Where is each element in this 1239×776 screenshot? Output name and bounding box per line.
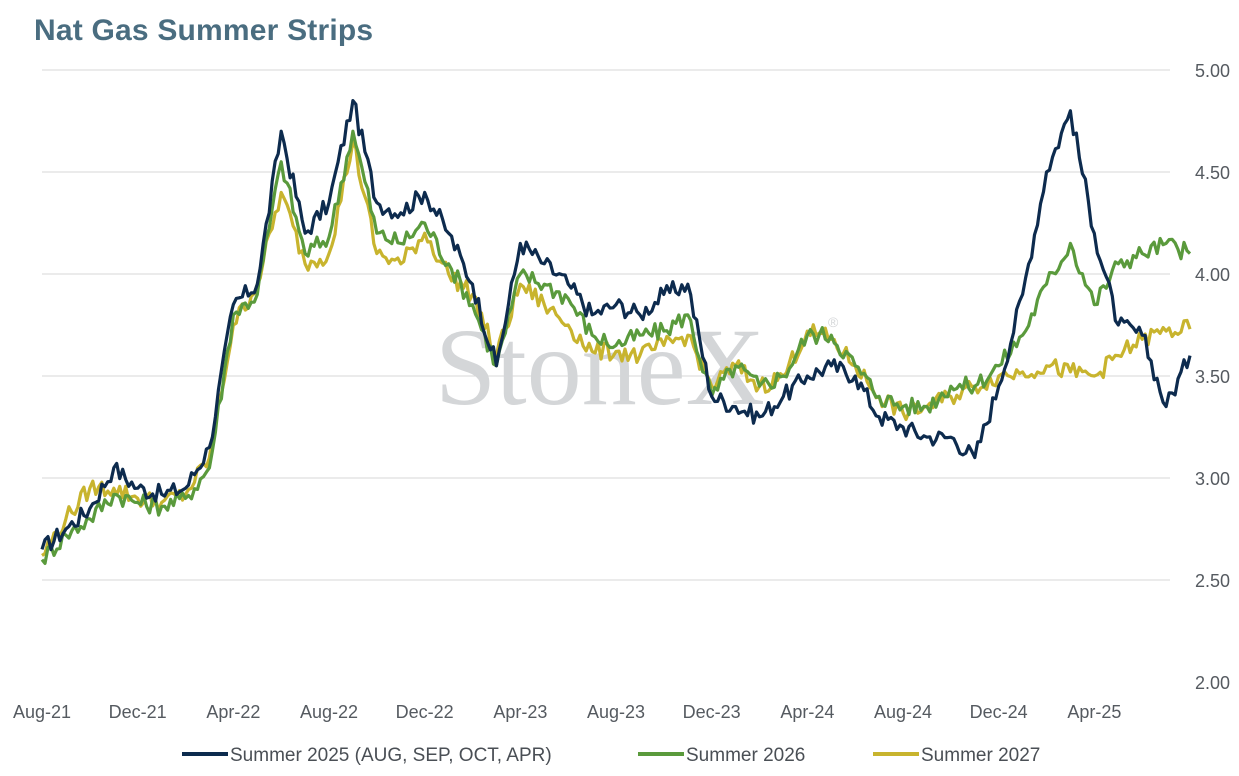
x-tick-label: Aug-23 — [587, 702, 645, 722]
x-tick-label: Dec-22 — [396, 702, 454, 722]
legend: Summer 2025 (AUG, SEP, OCT, APR) Summer 2… — [182, 745, 1040, 766]
x-axis-ticks: Aug-21 Dec-21 Apr-22 Aug-22 Dec-22 Apr-23 Aug-… — [13, 702, 1121, 722]
y-tick-label: 2.50 — [1195, 571, 1230, 591]
series-line-0 — [40, 99, 1192, 552]
x-tick-label: Dec-24 — [970, 702, 1028, 722]
x-tick-label: Apr-25 — [1067, 702, 1121, 722]
legend-label: Summer 2027 — [921, 745, 1040, 766]
series-lines — [40, 99, 1192, 565]
watermark-text: StoneX — [435, 306, 765, 428]
x-tick-label: Aug-22 — [300, 702, 358, 722]
legend-label: Summer 2025 (AUG, SEP, OCT, APR) — [230, 745, 552, 766]
legend-label: Summer 2026 — [686, 745, 805, 766]
x-tick-label: Aug-21 — [13, 702, 71, 722]
series-line-1 — [40, 129, 1192, 565]
chart-title: Nat Gas Summer Strips — [34, 14, 374, 47]
y-tick-label: 2.00 — [1195, 673, 1230, 693]
x-tick-label: Apr-23 — [493, 702, 547, 722]
watermark: StoneX ® — [435, 306, 839, 428]
y-tick-label: 5.00 — [1195, 61, 1230, 81]
x-tick-label: Aug-24 — [874, 702, 932, 722]
x-tick-label: Dec-21 — [109, 702, 167, 722]
watermark-registered-mark: ® — [828, 314, 839, 330]
y-axis-ticks: 2.00 2.50 3.00 3.50 4.00 4.50 5.00 — [1195, 61, 1230, 693]
y-tick-label: 3.50 — [1195, 367, 1230, 387]
x-tick-label: Dec-23 — [683, 702, 741, 722]
gridlines — [42, 69, 1170, 581]
y-tick-label: 3.00 — [1195, 469, 1230, 489]
y-tick-label: 4.00 — [1195, 265, 1230, 285]
y-tick-label: 4.50 — [1195, 163, 1230, 183]
x-tick-label: Apr-22 — [206, 702, 260, 722]
x-tick-label: Apr-24 — [780, 702, 834, 722]
